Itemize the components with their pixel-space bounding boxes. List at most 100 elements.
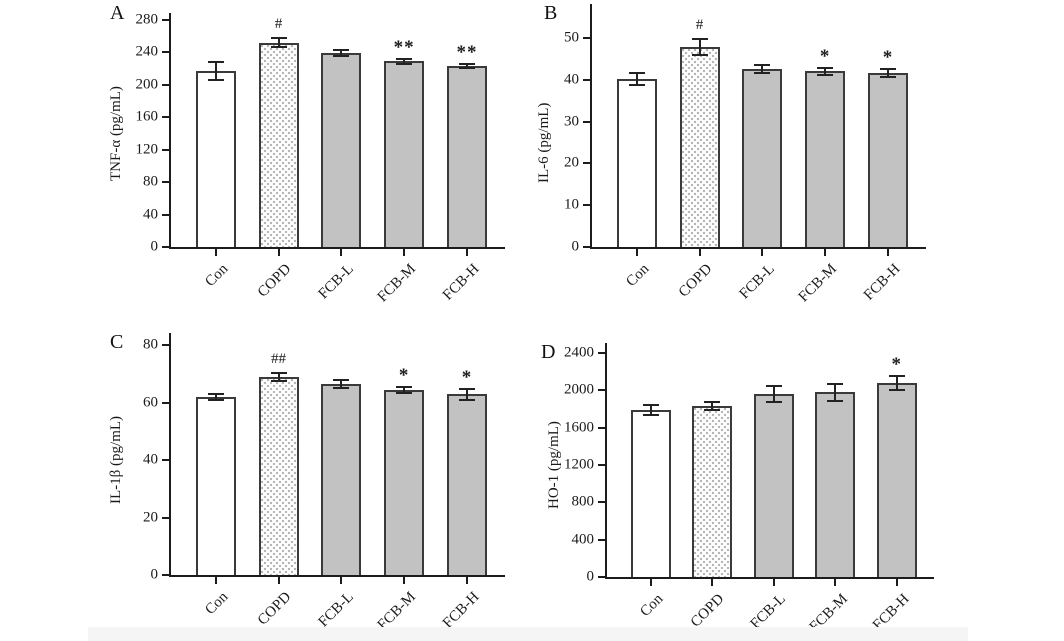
x-tick-label-fcb-h: FCB-H [439, 589, 483, 632]
y-axis-label-B: IL-6 (pg/mL) [536, 102, 552, 183]
error-bar-bottom-cap [207, 78, 224, 81]
panel-C: C IL-1β (pg/mL) 0 20 40 60 80 Con COPD ## FCB-L F… [100, 320, 520, 635]
y-tick-label: 40 [143, 451, 158, 468]
error-bar-con [207, 61, 224, 81]
bar-column-con: Con [184, 345, 247, 618]
error-bar-copd [704, 401, 721, 412]
bar-fcb-h [876, 382, 917, 577]
x-tick-label-con: Con [637, 591, 667, 621]
asterisk-significance-marker: ** [393, 37, 415, 59]
bar-columns: Con COPD ## FCB-L FCB-M * FCB-H * [184, 345, 499, 633]
bar-fcb-l [753, 394, 794, 577]
panel-letter-B: B [544, 2, 558, 24]
x-tick-mark [214, 249, 217, 256]
y-tick-label: 0 [150, 238, 159, 255]
y-tick-mark [598, 538, 605, 541]
x-tick-mark [895, 579, 898, 586]
error-bar-fcb-h [458, 62, 475, 70]
error-bar-con [642, 404, 659, 416]
error-bar-bottom-cap [270, 46, 287, 49]
bar-column-fcb-h: FCB-H * [857, 38, 920, 304]
bar-column-copd: COPD [682, 353, 743, 631]
hash-significance-marker: # [695, 17, 704, 33]
x-tick-label-con: Con [202, 589, 232, 619]
error-bar-line [465, 62, 468, 70]
y-tick-label: 800 [571, 493, 595, 510]
error-bar-bottom-cap [879, 76, 896, 79]
error-bar-line [214, 393, 217, 401]
bar-columns: Con COPD FCB-L FCB-M FCB-H * [620, 353, 927, 635]
bar-column-fcb-h: FCB-H * [866, 353, 927, 634]
y-tick-label: 200 [135, 76, 159, 93]
bar-column-fcb-m: FCB-M [805, 353, 866, 635]
asterisk-significance-marker: * [398, 365, 410, 387]
bar-copd [258, 376, 299, 575]
panel-letter-A: A [110, 2, 125, 24]
x-tick-label-copd: COPD [675, 261, 715, 301]
bar-columns: Con COPD # FCB-L FCB-M ** FCB-H ** [184, 17, 498, 305]
y-tick-mark [162, 83, 169, 86]
x-tick-label-fcb-m: FCB-M [375, 261, 420, 306]
y-tick-mark [583, 120, 590, 123]
bar-column-fcb-m: FCB-M * [794, 38, 857, 305]
bottom-gray-strip [88, 627, 968, 641]
error-bar-line [277, 37, 280, 49]
error-bar-fcb-h [888, 374, 905, 391]
y-tick-mark [598, 389, 605, 392]
hash-significance-marker: ## [271, 350, 287, 367]
y-tick-mark [583, 78, 590, 81]
x-tick-mark [834, 579, 837, 586]
y-tick-mark [162, 19, 169, 21]
bar-column-fcb-m: FCB-M ** [373, 20, 436, 305]
error-bar-fcb-l [333, 378, 350, 389]
error-bar-bottom-cap [333, 386, 350, 389]
y-tick-mark [162, 213, 169, 216]
x-tick-mark [886, 249, 889, 256]
x-tick-mark [698, 249, 701, 256]
x-tick-label-copd: COPD [254, 261, 294, 301]
x-tick-mark [214, 577, 217, 584]
error-bar-bottom-cap [888, 388, 905, 391]
bar-fcb-h [446, 66, 487, 247]
bar-copd [258, 42, 299, 247]
bar-fcb-l [321, 383, 362, 575]
bar-column-con: Con [620, 353, 681, 620]
asterisk-significance-marker: * [819, 45, 831, 67]
y-tick-label: 0 [150, 566, 159, 583]
bar-fcb-m [384, 389, 425, 575]
bar-column-fcb-h: FCB-H * [436, 345, 499, 632]
error-bar-bottom-cap [754, 71, 771, 74]
bar-column-fcb-m: FCB-M * [373, 345, 436, 633]
y-tick-label: 80 [143, 336, 158, 353]
error-bar-line [465, 387, 468, 402]
x-tick-label-copd: COPD [688, 591, 728, 631]
error-bar-con [628, 72, 645, 86]
bar-column-con: Con [184, 20, 247, 290]
error-bar-line [403, 58, 406, 65]
y-tick-label: 160 [135, 108, 159, 125]
error-bar-line [772, 385, 775, 403]
x-tick-label-con: Con [202, 261, 232, 291]
y-tick-mark [598, 576, 605, 578]
x-tick-mark [465, 577, 468, 584]
x-tick-label-copd: COPD [254, 589, 294, 629]
x-tick-mark [403, 249, 406, 256]
error-bar-line [635, 72, 638, 86]
y-tick-label: 400 [571, 531, 595, 548]
asterisk-significance-marker: * [461, 366, 473, 388]
plot-area-D: 0 400 800 1200 1600 2000 2400 Con COPD FCB-L FCB-M… [564, 343, 934, 635]
y-tick-label: 40 [143, 206, 158, 223]
y-tick-label: 2400 [564, 344, 594, 361]
y-tick-label: 50 [564, 29, 579, 46]
y-tick-label: 240 [135, 43, 159, 60]
error-bar-copd [270, 37, 287, 49]
y-tick-mark [162, 344, 169, 346]
x-tick-mark [340, 249, 343, 256]
y-tick-label: 80 [143, 173, 158, 190]
x-tick-mark [649, 579, 652, 586]
error-bar-bottom-cap [396, 391, 413, 394]
error-bar-bottom-cap [765, 400, 782, 403]
y-tick-mark [583, 162, 590, 165]
error-bar-line [711, 401, 714, 412]
error-bar-fcb-h [458, 387, 475, 402]
